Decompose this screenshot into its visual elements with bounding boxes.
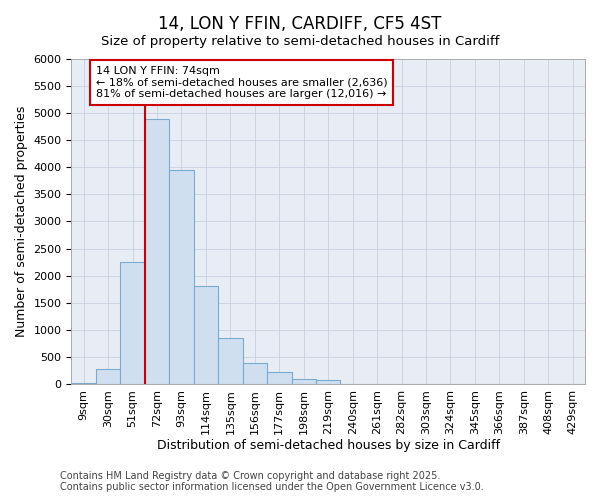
- Bar: [218, 338, 242, 384]
- Bar: [316, 380, 340, 384]
- Bar: [194, 286, 218, 384]
- Text: Size of property relative to semi-detached houses in Cardiff: Size of property relative to semi-detach…: [101, 35, 499, 48]
- Text: 14, LON Y FFIN, CARDIFF, CF5 4ST: 14, LON Y FFIN, CARDIFF, CF5 4ST: [158, 15, 442, 33]
- Bar: [145, 118, 169, 384]
- Y-axis label: Number of semi-detached properties: Number of semi-detached properties: [15, 106, 28, 337]
- Text: 14 LON Y FFIN: 74sqm
← 18% of semi-detached houses are smaller (2,636)
81% of se: 14 LON Y FFIN: 74sqm ← 18% of semi-detac…: [96, 66, 388, 99]
- Bar: [242, 364, 267, 384]
- Bar: [121, 262, 145, 384]
- Bar: [169, 170, 194, 384]
- Bar: [96, 369, 121, 384]
- Text: Contains HM Land Registry data © Crown copyright and database right 2025.
Contai: Contains HM Land Registry data © Crown c…: [60, 471, 484, 492]
- X-axis label: Distribution of semi-detached houses by size in Cardiff: Distribution of semi-detached houses by …: [157, 440, 500, 452]
- Bar: [292, 378, 316, 384]
- Bar: [267, 372, 292, 384]
